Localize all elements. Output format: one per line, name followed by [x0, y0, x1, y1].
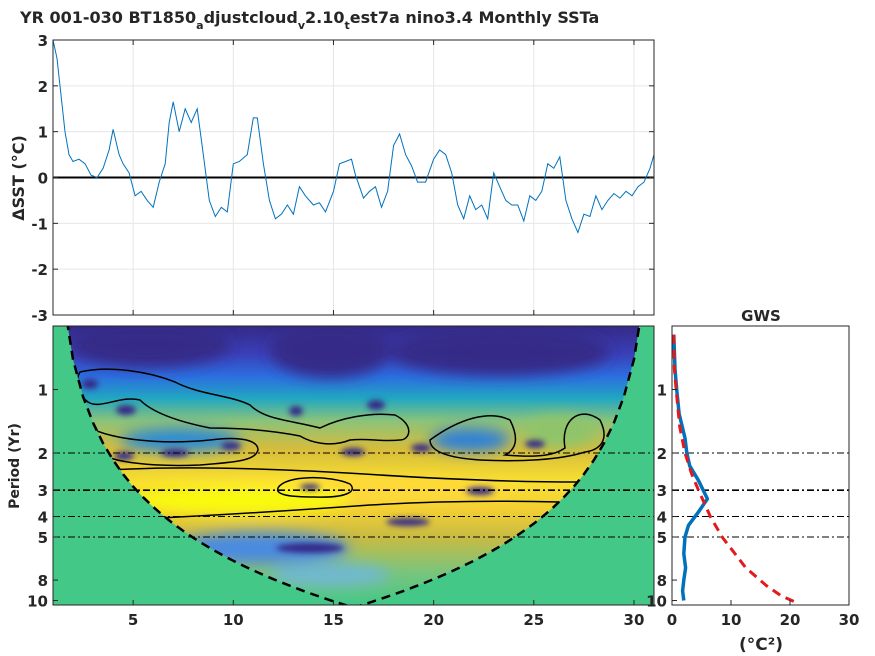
gws-x-ticks: 0 10 20 30 — [667, 600, 860, 629]
power-spot — [276, 543, 344, 553]
power-spot — [116, 405, 136, 415]
timeseries-x-ticks — [132, 40, 635, 315]
x-tick-label: 30 — [624, 611, 645, 629]
power-spot — [289, 406, 303, 416]
wavelet-y-label: Period (Yr) — [7, 423, 23, 509]
x-tick-label: 15 — [323, 611, 344, 629]
y-tick-label: 10 — [646, 593, 667, 611]
significance-contour — [429, 413, 605, 462]
power-spot — [300, 484, 320, 490]
y-tick-label: 1 — [38, 382, 48, 400]
significance-contour — [76, 368, 410, 445]
y-tick-label: 1 — [657, 382, 667, 400]
x-tick-label: 10 — [223, 611, 244, 629]
power-spot — [466, 487, 494, 495]
y-tick-label: 2 — [38, 445, 48, 463]
wavelet-axes-box — [52, 325, 655, 606]
wavelet-reference-period-lines — [53, 452, 654, 538]
x-tick-label: 20 — [780, 611, 801, 629]
gws-x-label-text: (°C²) — [739, 635, 783, 655]
x-tick-label: 10 — [721, 611, 742, 629]
global-spectrum-line — [672, 334, 710, 601]
power-blob — [270, 563, 390, 587]
y-tick-label: 4 — [38, 509, 48, 527]
chart-title: YR 001-030 BT1850adjustcloudv2.10test7a … — [19, 8, 599, 32]
y-tick-label: 2 — [657, 445, 667, 463]
gws-title: GWS — [741, 307, 781, 325]
y-tick-label: 3 — [38, 32, 48, 50]
power-blob — [390, 328, 610, 376]
power-spot — [367, 400, 385, 410]
y-tick-label: 2 — [38, 78, 48, 96]
significance-spectrum-line — [672, 334, 797, 604]
power-blob — [430, 428, 510, 452]
power-spot — [525, 440, 545, 448]
y-tick-label: 3 — [657, 482, 667, 500]
wavelet-x-ticks: 5 10 15 20 25 30 — [128, 600, 644, 629]
x-tick-label: 30 — [839, 611, 860, 629]
power-spot — [411, 444, 431, 452]
timeseries-panel: -3 -2 -1 0 1 2 3 ΔSST (°C) — [9, 32, 655, 325]
y-tick-label: 1 — [38, 124, 48, 142]
cone-of-influence — [66, 326, 641, 605]
y-tick-label: -1 — [31, 215, 48, 233]
wavelet-y-ticks: 1 2 3 4 5 8 10 — [27, 382, 58, 611]
y-tick-label: -2 — [31, 261, 48, 279]
wavelet-panel: 1 2 3 4 5 8 10 5 10 15 20 25 30 Period (Yr) — [7, 325, 655, 629]
power-blob — [70, 326, 230, 367]
y-tick-label: 5 — [38, 529, 48, 547]
power-spot — [341, 448, 365, 456]
gws-axes-box — [671, 325, 850, 606]
y-tick-label: 8 — [38, 572, 48, 590]
x-tick-label: 25 — [523, 611, 544, 629]
gws-y-ticks: 1 2 3 4 5 8 10 — [646, 382, 677, 611]
power-blob — [524, 416, 596, 448]
significance-contour — [276, 477, 353, 498]
y-tick-label: 10 — [27, 593, 48, 611]
power-spot — [114, 452, 134, 460]
power-blob — [270, 326, 390, 378]
y-tick-label: 8 — [657, 572, 667, 590]
y-tick-label: 0 — [38, 170, 48, 188]
y-tick-label: -3 — [31, 307, 48, 325]
gws-x-label: (°C²) — [739, 635, 783, 655]
timeseries-y-ticks: -3 -2 -1 0 1 2 3 — [31, 32, 654, 325]
power-spot — [221, 442, 241, 450]
power-blob — [120, 428, 240, 452]
power-spot — [386, 518, 430, 526]
x-tick-label: 5 — [128, 611, 138, 629]
x-tick-label: 20 — [423, 611, 444, 629]
y-tick-label: 5 — [657, 529, 667, 547]
gws-plot-area — [672, 326, 849, 605]
gws-series — [672, 334, 797, 604]
y-tick-label: 4 — [657, 509, 667, 527]
y-tick-label: 3 — [38, 482, 48, 500]
power-blob — [130, 486, 350, 514]
power-spot — [82, 379, 98, 389]
sst-anomaly-series — [53, 40, 654, 234]
x-tick-label: 0 — [667, 611, 677, 629]
timeseries-y-label: ΔSST (°C) — [9, 135, 28, 221]
